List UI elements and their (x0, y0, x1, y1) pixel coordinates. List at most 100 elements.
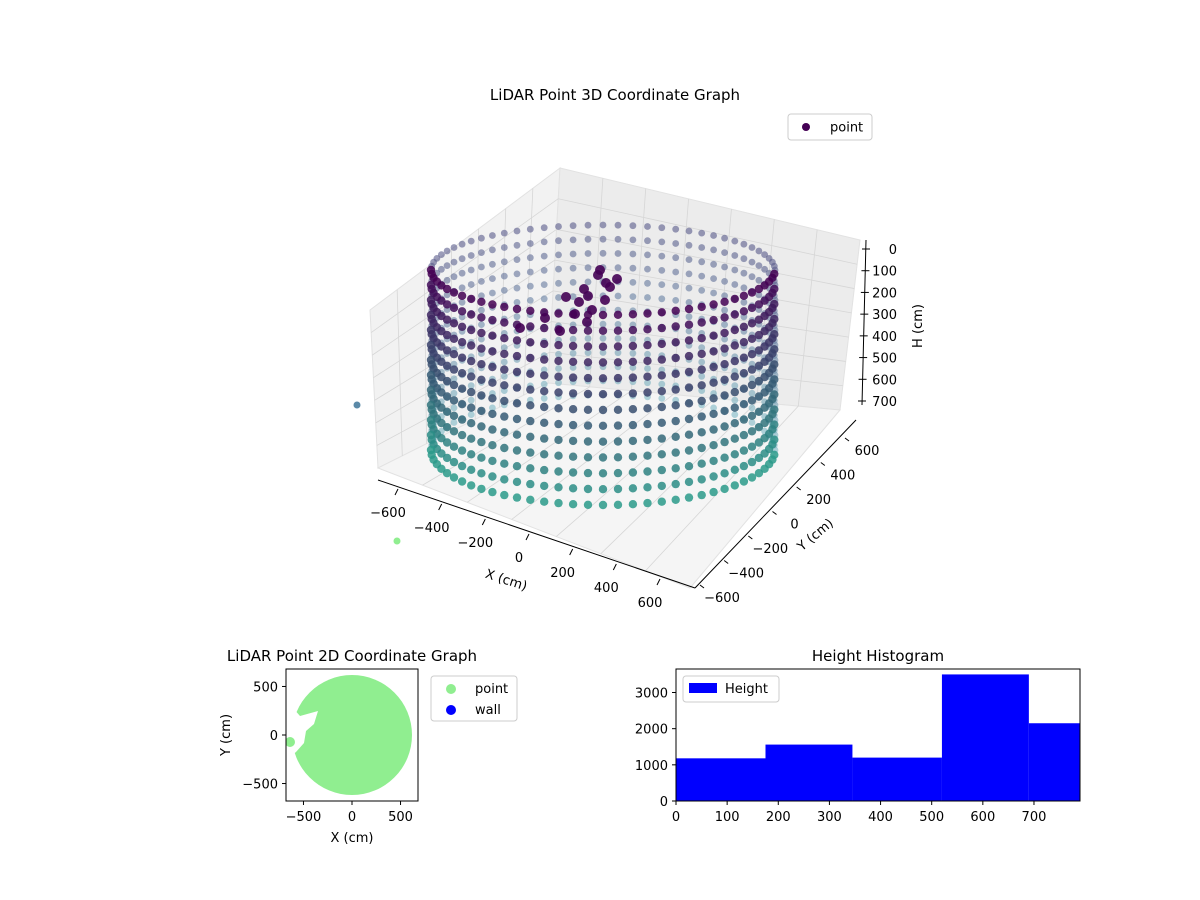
legend-label-point: point (830, 121, 863, 136)
wall-point (657, 481, 666, 491)
wall-point (568, 405, 578, 414)
wall-point (747, 365, 757, 374)
point-disk (292, 675, 412, 795)
interior-point (595, 265, 605, 275)
wall-point (709, 409, 718, 419)
wall-point (467, 411, 475, 418)
wall-point (500, 349, 509, 359)
wall-point (584, 250, 592, 257)
wall-point (672, 254, 680, 262)
wall-point (598, 405, 608, 415)
wall-point (730, 356, 739, 366)
wall-point (449, 427, 459, 436)
wall-point (697, 443, 706, 453)
wall-point (720, 422, 729, 431)
wall-point (512, 383, 522, 392)
wall-point (488, 456, 497, 466)
wall-point (754, 330, 764, 340)
wall-point (697, 349, 706, 359)
interior-point (579, 284, 589, 294)
wall-point (526, 322, 535, 331)
wall-point (599, 235, 607, 243)
wall-point (443, 247, 451, 255)
wall-point (658, 252, 666, 260)
wall-point (740, 255, 748, 263)
wall-point (583, 437, 593, 446)
wall-point (747, 303, 757, 313)
wall-point (450, 273, 458, 281)
wall-point (754, 315, 764, 324)
wall-point (500, 396, 509, 406)
wall-point (500, 287, 508, 294)
wall-point (747, 319, 757, 328)
wall-point (540, 339, 549, 349)
wall-point (628, 373, 638, 382)
wall-point (709, 362, 718, 372)
wall-point (500, 443, 509, 453)
wall-point (671, 322, 680, 331)
chart-3d: LiDAR Point 3D Coordinate Graph −600 −400… (353, 86, 926, 611)
wall-point (512, 430, 522, 439)
histogram-bar (941, 674, 1029, 801)
wall-point (747, 288, 757, 297)
wall-point (671, 306, 680, 315)
wall-point (721, 234, 728, 242)
wall-point (598, 437, 608, 446)
y-tick-label: −600 (704, 591, 740, 606)
wall-point (739, 322, 749, 331)
wall-point (614, 321, 622, 328)
wall-point (426, 280, 436, 290)
wall-point (709, 487, 718, 497)
wall-point (747, 411, 757, 420)
wall-point (467, 325, 476, 335)
wall-point (613, 484, 623, 494)
wall-point (628, 420, 638, 430)
wall-point (513, 284, 521, 292)
wall-point (500, 358, 508, 366)
wall-point (747, 396, 757, 405)
wall-point (512, 493, 522, 502)
wall-point (709, 441, 718, 450)
wall-point (555, 350, 562, 358)
wall-point (657, 418, 666, 427)
z-tick-label: 100 (872, 265, 897, 280)
wall-point (540, 497, 549, 506)
wall-point (500, 365, 509, 374)
wall-point (478, 292, 485, 300)
wall-point (721, 263, 728, 271)
wall-point (443, 262, 451, 269)
grid-line (370, 198, 559, 333)
wall-point (697, 475, 706, 484)
wall-point (478, 278, 485, 285)
wall-point (628, 500, 638, 509)
wall-point (754, 376, 764, 386)
wall-point (457, 477, 467, 486)
wall-point (598, 310, 608, 320)
wall-point (477, 453, 486, 462)
wall-point (754, 453, 764, 463)
wall-point (512, 304, 522, 314)
wall-point (512, 477, 522, 487)
wall-point (526, 268, 534, 276)
histogram-bar (1028, 723, 1080, 801)
wall-point (467, 434, 476, 443)
wall-point (443, 291, 451, 299)
wall-point (457, 415, 467, 424)
wall-point (540, 450, 549, 459)
wall-point (698, 244, 706, 251)
wall-point (568, 357, 578, 366)
wall-point (709, 347, 718, 356)
grid-line (511, 394, 674, 520)
wall-point (755, 276, 763, 284)
wall-point (442, 438, 452, 447)
wall-point (443, 276, 451, 284)
wall-point (526, 240, 534, 247)
wall-point (583, 421, 593, 430)
x-axis-label-2d: X (cm) (331, 831, 374, 846)
wall-point (526, 338, 535, 347)
outlier-point (353, 401, 361, 409)
wall-point (657, 323, 666, 333)
interior-point (582, 317, 592, 327)
wall-point (500, 272, 508, 280)
wall-point (457, 461, 467, 471)
